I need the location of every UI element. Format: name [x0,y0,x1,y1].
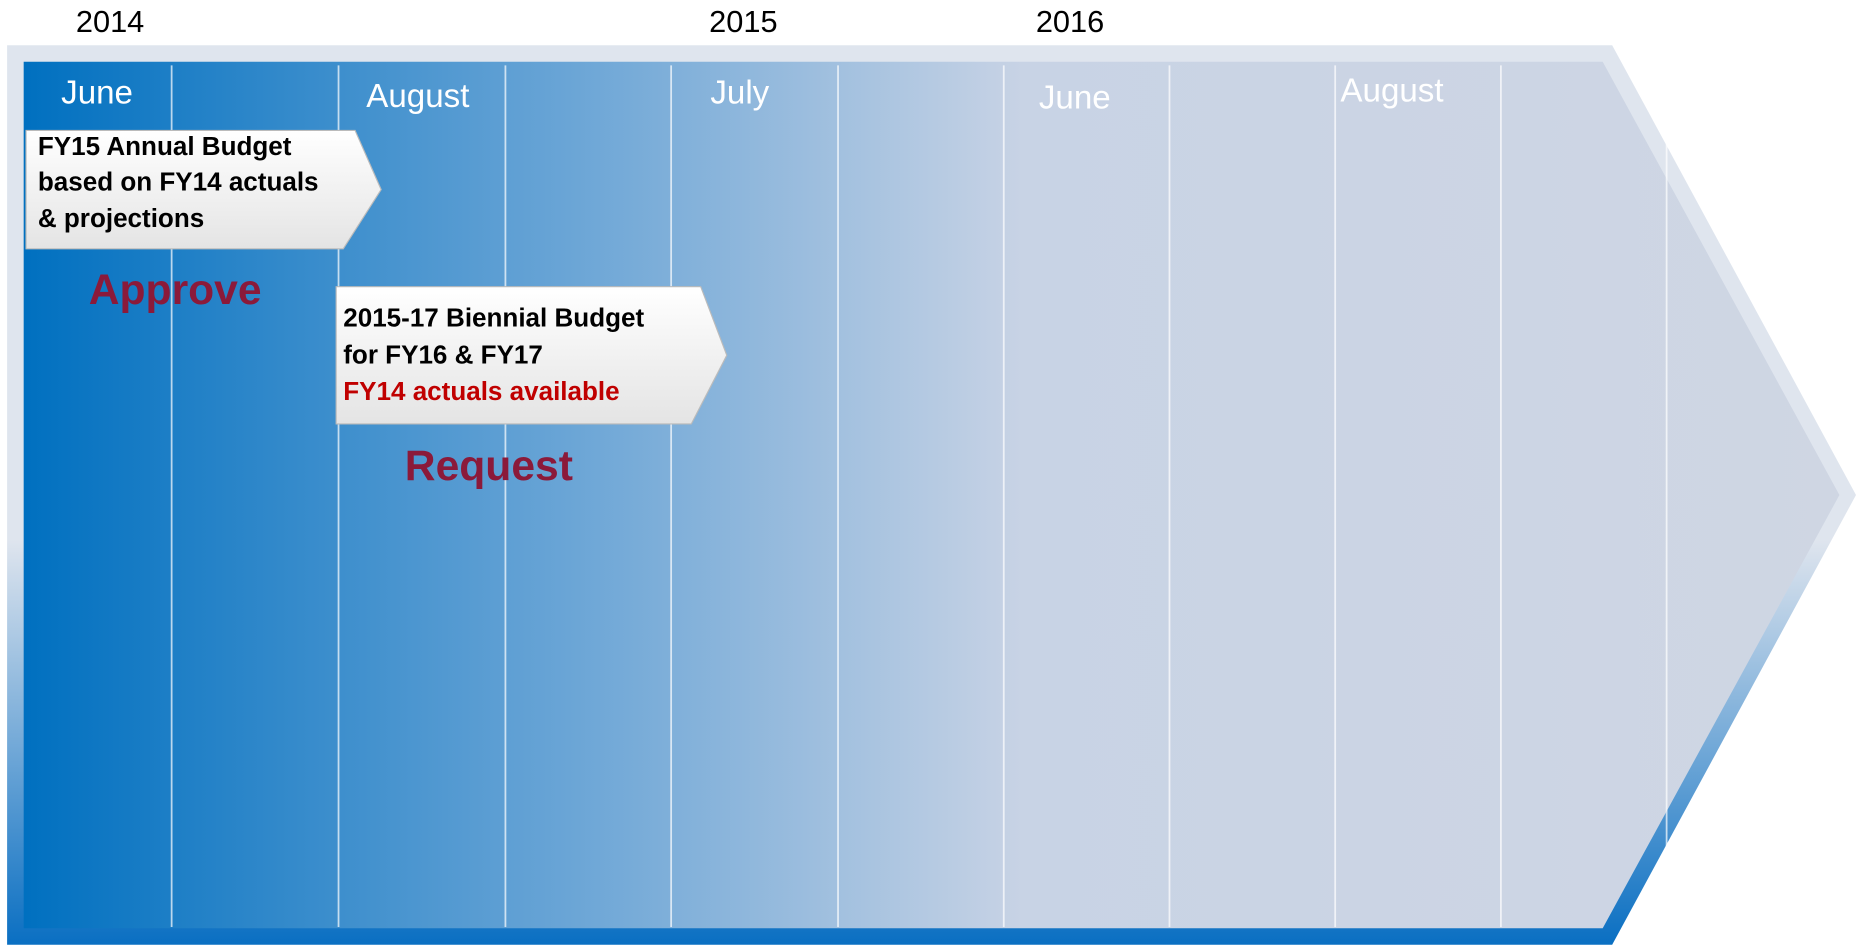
month-label: August [1340,72,1443,109]
stage-label: Request [405,442,573,490]
callout-text: for FY16 & FY17 [343,339,543,369]
callout-text: & projections [38,203,204,233]
month-label: June [1039,79,1111,116]
callout-text: based on FY14 actuals [38,167,319,197]
year-label: 2015 [709,4,777,39]
year-label: 2016 [1036,4,1104,39]
month-label: June [61,75,133,112]
callout-text: 2015-17 Biennial Budget [343,303,644,333]
callout-box [25,129,382,250]
month-label: August [366,78,469,115]
labels: 2014 2015 2016 June August July June August FY15… [38,4,1444,490]
callout-text: FY15 Annual Budget [38,131,292,161]
stage-label: Approve [89,266,262,314]
callout-box [335,286,728,425]
callout-text: FY14 actuals available [343,376,619,406]
month-label: July [710,75,769,112]
arrow-body [23,61,1840,929]
year-label: 2014 [76,4,144,39]
